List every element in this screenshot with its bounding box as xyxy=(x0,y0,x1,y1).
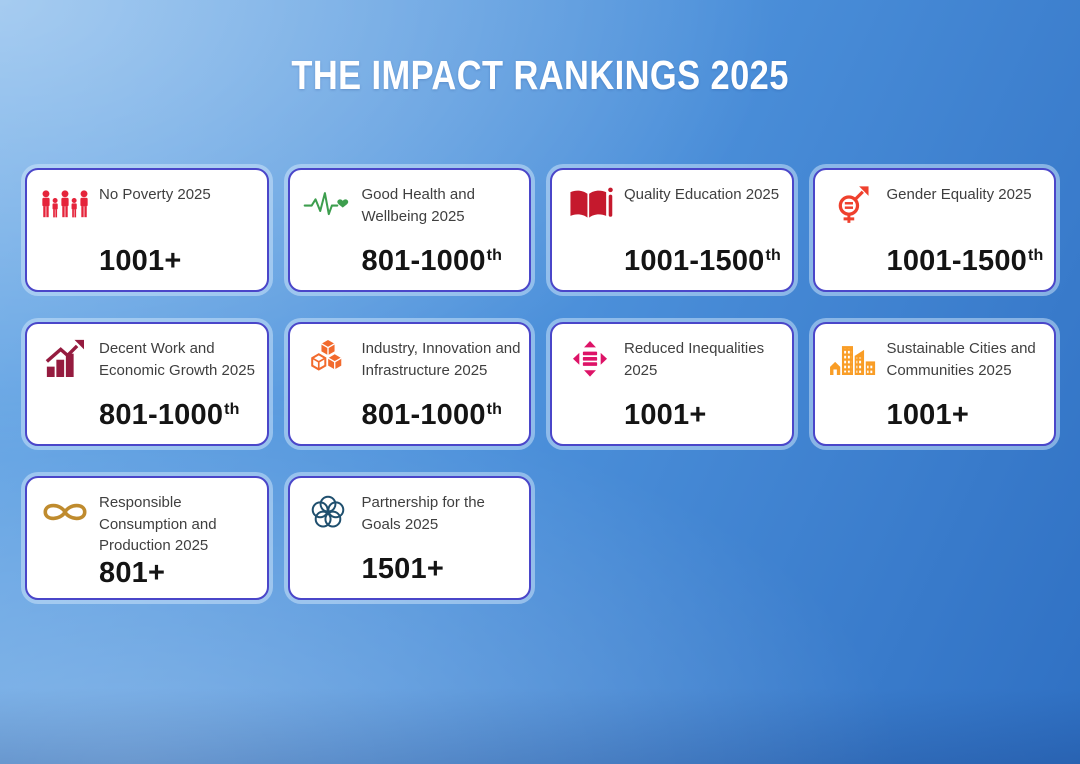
card-industry-innovation: Industry, Innovation and Infrastructure … xyxy=(287,322,531,446)
economic-growth-chart-icon xyxy=(39,336,91,380)
card-title: Gender Equality 2025 xyxy=(886,186,1032,203)
sustainable-cities-icon xyxy=(827,336,879,380)
card-header: Good Health and Wellbeing 2025 xyxy=(302,182,522,227)
card-header: Quality Education 2025 xyxy=(564,182,784,226)
card-reduced-inequalities: Reduced Inequalities 2025 1001+ xyxy=(550,322,794,446)
card-title: Responsible Consumption and Production 2… xyxy=(99,494,217,554)
card-title: Partnership for the Goals 2025 xyxy=(361,494,485,533)
page-title: THE IMPACT RANKINGS 2025 xyxy=(291,52,789,98)
card-header: Responsible Consumption and Production 2… xyxy=(39,490,259,557)
no-poverty-people-icon xyxy=(39,182,91,226)
card-gender-equality: Gender Equality 2025 1001-1500th xyxy=(812,168,1056,292)
responsible-consumption-icon xyxy=(39,490,91,534)
card-title: No Poverty 2025 xyxy=(99,186,211,203)
card-rank: 1501+ xyxy=(361,553,444,585)
card-header: Reduced Inequalities 2025 xyxy=(564,336,784,381)
card-sustainable-cities: Sustainable Cities and Communities 2025 … xyxy=(812,322,1056,446)
card-rank: 801-1000th xyxy=(361,399,503,431)
card-title: Reduced Inequalities 2025 xyxy=(624,340,765,379)
card-rank: 1001-1500th xyxy=(886,245,1044,277)
card-partnership-goals: Partnership for the Goals 2025 1501+ xyxy=(287,476,531,600)
card-header: Partnership for the Goals 2025 xyxy=(302,490,522,535)
card-no-poverty: No Poverty 2025 1001+ xyxy=(25,168,269,292)
card-title: Decent Work and Economic Growth 2025 xyxy=(99,340,255,379)
card-rank: 801-1000th xyxy=(99,399,240,431)
card-good-health: Good Health and Wellbeing 2025 801-1000t… xyxy=(287,168,531,292)
education-book-icon xyxy=(564,182,616,226)
card-rank: 801+ xyxy=(99,556,166,589)
card-rank: 801-1000th xyxy=(361,245,503,277)
reduced-inequalities-icon xyxy=(564,336,616,380)
card-title: Sustainable Cities and Communities 2025 xyxy=(886,340,1036,379)
card-title: Industry, Innovation and Infrastructure … xyxy=(361,340,521,379)
industry-cubes-icon xyxy=(302,336,354,380)
partnership-goals-icon xyxy=(302,490,354,534)
card-header: Industry, Innovation and Infrastructure … xyxy=(302,336,522,381)
card-rank: 1001+ xyxy=(886,399,969,431)
card-quality-education: Quality Education 2025 1001-1500th xyxy=(550,168,794,292)
card-responsible-consumption: Responsible Consumption and Production 2… xyxy=(25,476,269,600)
card-decent-work: Decent Work and Economic Growth 2025 801… xyxy=(25,322,269,446)
card-title: Good Health and Wellbeing 2025 xyxy=(361,186,475,225)
gender-equality-icon xyxy=(827,182,879,226)
title-bar: THE IMPACT RANKINGS 2025 xyxy=(0,52,1080,99)
card-header: No Poverty 2025 xyxy=(39,182,259,226)
rankings-card-grid: No Poverty 2025 1001+ Good Health and We… xyxy=(25,168,1056,600)
card-title: Quality Education 2025 xyxy=(624,186,780,203)
card-header: Gender Equality 2025 xyxy=(827,182,1047,226)
card-header: Decent Work and Economic Growth 2025 xyxy=(39,336,259,381)
health-heartbeat-icon xyxy=(302,182,354,226)
card-rank: 1001-1500th xyxy=(624,245,782,277)
card-rank: 1001+ xyxy=(99,245,182,277)
card-rank: 1001+ xyxy=(624,399,707,431)
card-header: Sustainable Cities and Communities 2025 xyxy=(827,336,1047,381)
